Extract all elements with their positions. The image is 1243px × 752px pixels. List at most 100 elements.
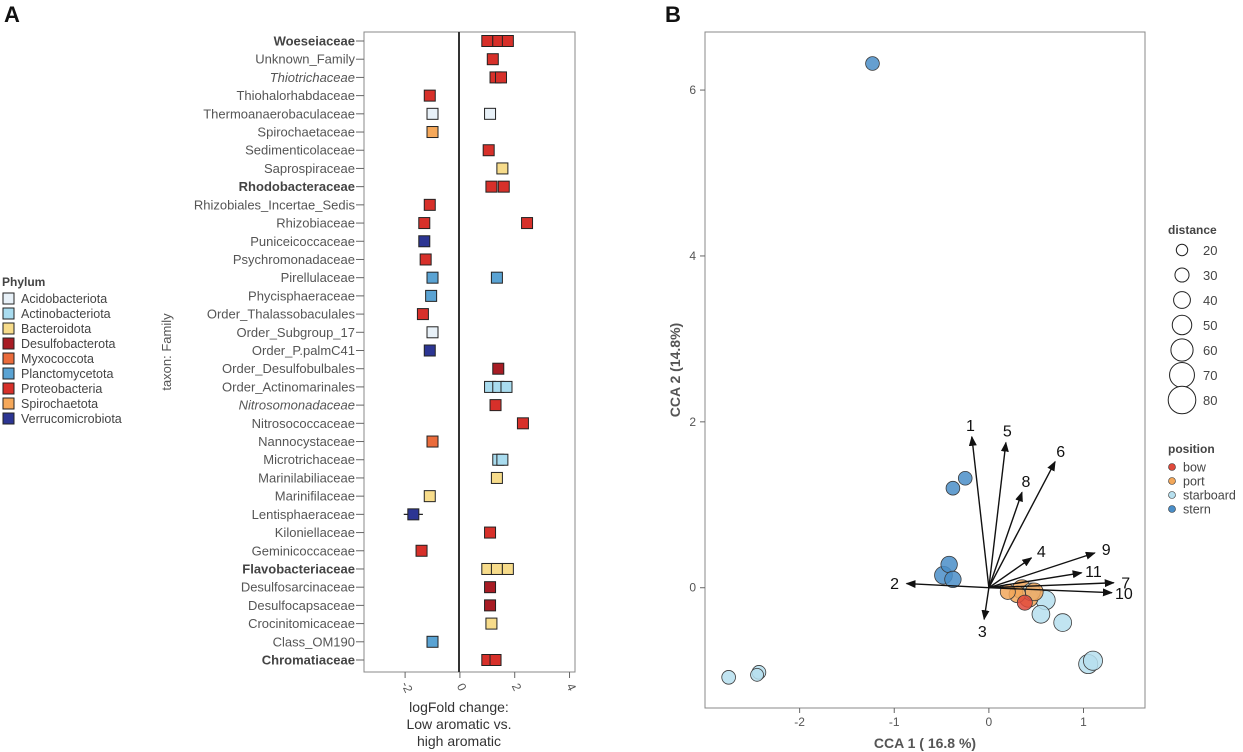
taxon-label: Rhizobiaceae [276,216,355,231]
phylum-swatch [2,412,15,425]
vector-arrow [988,441,1009,588]
taxon-marker [485,180,498,193]
taxon-marker [426,435,439,448]
phylum-legend-label: Desulfobacterota [21,337,116,351]
y-tick-label: 6 [689,83,696,97]
taxon-label: Woeseiaceae [274,34,355,49]
taxon-marker [484,581,497,594]
distance-legend-label: 40 [1203,293,1217,308]
taxon-label: Microtrichaceae [263,452,355,467]
x-tick-label: 4 [564,681,580,693]
taxon-marker [426,126,439,139]
position-legend-dot [1168,505,1176,513]
vector-arrow [988,579,1115,589]
taxon-label: Desulfosarcinaceae [241,580,355,595]
taxon-markers [403,35,534,666]
panel-a-plot-frame [363,31,576,673]
phylum-swatch [2,382,15,395]
taxon-label: Order_P.palmC41 [252,343,355,358]
distance-legend-label: 80 [1203,393,1217,408]
taxon-marker [415,544,428,557]
taxon-marker [486,53,499,66]
taxon-marker [418,217,431,230]
vector-label: 7 [1121,575,1130,592]
taxon-marker [416,308,429,321]
taxon-label: Nitrosomonadaceae [239,398,355,413]
panel-b-y-axis-label: CCA 2 (14.8%) [667,323,683,417]
vector-arrow [981,587,990,621]
vector-label: 10 [1115,586,1133,603]
taxon-label: Saprospiraceae [264,161,355,176]
phylum-legend-label: Spirochaetota [21,397,98,411]
panel-b-x-axis-label: CCA 1 ( 16.8 %) [874,735,976,751]
distance-legend-label: 30 [1203,268,1217,283]
taxon-label: Thiotrichaceae [270,70,355,85]
position-legend-dot [1168,477,1176,485]
phylum-legend-label: Acidobacteriota [21,292,107,306]
panel-a-x-ticks: -2 0 2 4 [398,672,579,695]
taxon-marker [501,35,514,47]
x-tick-label: 0 [454,681,470,693]
phylum-swatch [2,337,15,350]
panel-a-x-axis-label-line1: logFold change: [409,699,509,715]
taxon-label: Nitrosococcaceae [252,416,355,431]
phylum-legend: Phylum AcidobacteriotaActinobacteriotaBa… [2,275,122,426]
taxon-marker [423,89,436,102]
taxon-marker [497,180,510,193]
y-tick-label: 4 [689,249,696,263]
taxon-labels: Woeseiaceae Unknown_Family Thiotrichaceae T… [194,34,364,668]
position-legend-dot [1168,463,1176,471]
vector-arrow [905,580,989,589]
taxon-marker [490,471,503,484]
taxon-label: Order_Actinomarinales [222,379,355,394]
taxon-marker [484,107,497,120]
taxon-label: Desulfocapsaceae [248,598,355,613]
x-tick-label: 0 [986,715,993,729]
distance-legend-circle [1175,243,1189,257]
taxon-marker [426,635,439,648]
distance-legend-circle [1169,362,1195,388]
distance-legend-title: distance [1168,223,1217,237]
taxon-label: Nannocystaceae [258,434,355,449]
phylum-swatch [2,397,15,410]
taxon-label: Rhizobiales_Incertae_Sedis [194,197,356,212]
taxon-marker [490,562,503,575]
vector-label: 11 [1085,564,1102,581]
sample-point [865,56,880,71]
distance-legend-circle [1167,385,1197,415]
taxon-marker [482,144,495,157]
taxon-marker [492,362,505,375]
taxon-label: Flavobacteriaceae [242,561,355,576]
taxon-marker [490,271,503,284]
vector-label: 3 [978,624,987,641]
distance-legend-label: 70 [1203,368,1217,383]
y-tick-label: 2 [689,415,696,429]
panel-b-axis-ticks: -2 -1 0 1 0 2 4 6 [689,83,1087,729]
distance-legend: distance 20 30 40 50 60 70 80 [1167,223,1217,415]
panel-a-label: A [4,2,20,27]
taxon-label: Spirochaetaceae [257,125,355,140]
distance-legend-circle [1170,338,1194,362]
taxon-label: Pirellulaceae [281,270,355,285]
sample-point [945,480,961,496]
phylum-swatch [2,307,15,320]
sample-point [1016,594,1033,611]
panel-a-y-axis-label: taxon: Family [159,313,174,391]
phylum-legend-title: Phylum [2,275,45,289]
distance-legend-circle [1173,291,1191,309]
distance-legend-label: 50 [1203,318,1217,333]
taxon-label: Psychromonadaceae [233,252,355,267]
distance-legend-circle [1174,267,1190,283]
taxon-label: Order_Desulfobulbales [222,361,355,376]
taxon-label: Class_OM190 [273,634,355,649]
taxon-label: Geminicoccaceae [252,543,355,558]
sample-point [1082,650,1103,671]
taxon-label: Chromatiaceae [262,653,355,668]
taxon-marker [419,253,432,266]
x-tick-label: -1 [889,715,900,729]
phylum-legend-label: Verrucomicrobiota [21,412,122,426]
taxon-marker [423,490,436,503]
x-tick-label: -2 [398,679,415,695]
taxon-label: Marinifilaceae [275,489,355,504]
